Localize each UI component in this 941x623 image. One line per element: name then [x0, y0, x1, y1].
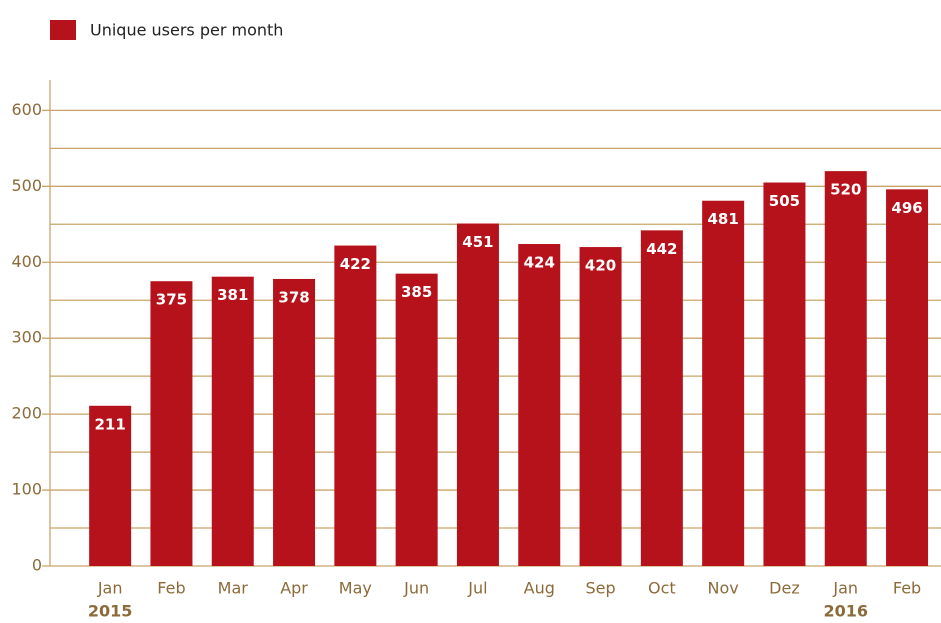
x-tick-label: Jun	[403, 579, 429, 598]
bar	[395, 273, 438, 566]
value-label: 451	[462, 233, 493, 251]
bar	[886, 189, 929, 566]
x-tick-label: Jan	[97, 579, 123, 598]
value-label: 420	[585, 257, 616, 275]
bar	[211, 276, 254, 566]
x-tick-label: Feb	[893, 579, 921, 598]
legend-swatch	[50, 20, 76, 40]
value-label: 375	[156, 291, 187, 309]
x-year-label: 2015	[88, 602, 133, 621]
value-label: 505	[769, 192, 800, 210]
bar	[89, 405, 132, 566]
x-tick-label: Nov	[708, 579, 739, 598]
value-label: 424	[524, 254, 555, 272]
bar	[702, 200, 745, 566]
bar	[518, 244, 561, 566]
value-label: 381	[217, 286, 248, 304]
x-tick-label: Apr	[280, 579, 308, 598]
y-tick-label: 600	[11, 100, 42, 119]
x-tick-label: May	[339, 579, 372, 598]
bar	[579, 247, 622, 566]
x-tick-label: Mar	[218, 579, 249, 598]
value-label: 211	[94, 415, 125, 433]
bar	[763, 182, 806, 566]
y-tick-label: 200	[11, 404, 42, 423]
x-tick-label: Oct	[648, 579, 676, 598]
legend-label: Unique users per month	[90, 21, 283, 40]
value-label: 481	[707, 210, 738, 228]
value-label: 422	[340, 255, 371, 273]
bar	[334, 245, 377, 566]
bar	[456, 223, 499, 566]
value-label: 442	[646, 240, 677, 258]
value-label: 378	[278, 288, 309, 306]
x-tick-label: Sep	[585, 579, 615, 598]
x-tick-label: Feb	[157, 579, 185, 598]
bar	[273, 278, 316, 566]
y-tick-label: 500	[11, 176, 42, 195]
x-tick-label: Aug	[524, 579, 555, 598]
y-tick-label: 0	[32, 556, 42, 575]
y-tick-label: 400	[11, 252, 42, 271]
bar	[150, 281, 193, 566]
y-tick-label: 100	[11, 480, 42, 499]
bar	[640, 230, 683, 566]
x-tick-label: Jan	[832, 579, 858, 598]
bar	[824, 171, 867, 566]
value-label: 385	[401, 283, 432, 301]
y-tick-label: 300	[11, 328, 42, 347]
value-label: 520	[830, 181, 861, 199]
x-year-label: 2016	[823, 602, 868, 621]
x-tick-label: Dez	[769, 579, 800, 598]
value-label: 496	[891, 199, 922, 217]
x-tick-label: Jul	[467, 579, 487, 598]
